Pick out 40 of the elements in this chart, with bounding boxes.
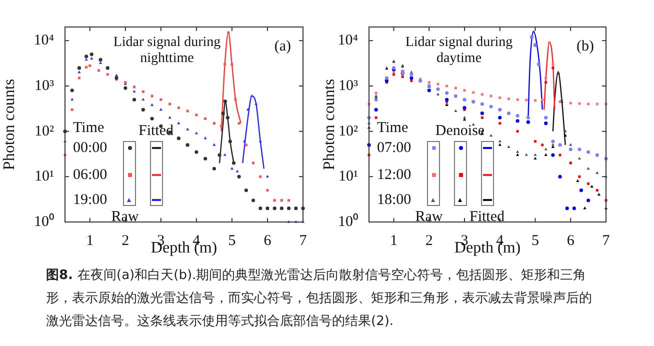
legend-title: Time <box>377 120 408 136</box>
y-axis-title: Photon counts <box>320 78 338 170</box>
y-tick-label: 10⁰ <box>338 212 358 230</box>
x-tick-label: 6 <box>264 232 272 249</box>
y-tick-label: 10³ <box>338 78 358 94</box>
x-tick-label: 1 <box>86 232 94 249</box>
x-tick-label: 7 <box>602 232 610 249</box>
x-tick-label: 6 <box>566 232 575 249</box>
annotation: Fitted <box>468 209 506 225</box>
y-tick-label: 10⁰ <box>34 212 54 230</box>
x-tick-label: 2 <box>425 232 433 249</box>
y-tick-label: 10² <box>338 123 358 140</box>
y-tick-label: 10¹ <box>34 168 54 185</box>
x-tick-label: 5 <box>228 232 236 249</box>
legend-label: 00:00 <box>73 140 108 156</box>
x-tick-label: 2 <box>122 232 130 249</box>
x-tick-label: 7 <box>299 232 308 249</box>
annotation: (b) <box>576 38 594 54</box>
legend-label: 19:00 <box>73 192 108 208</box>
y-tick-label: 10² <box>34 123 54 140</box>
x-tick-label: 1 <box>390 232 398 249</box>
annotation: Raw <box>110 209 140 225</box>
text: Lidar signal during nighttime <box>112 35 222 67</box>
legend-label: 06:00 <box>73 167 108 183</box>
y-tick-label: 10⁴ <box>34 32 54 49</box>
y-tick-label: 10³ <box>34 78 54 94</box>
legend-label: 12:00 <box>377 167 412 183</box>
legend-title: Time <box>73 120 104 136</box>
annotation: Raw <box>414 209 444 225</box>
annotation: Denoise <box>434 123 486 139</box>
x-tick-label: 5 <box>532 232 540 249</box>
text: Lidar signal during daytime <box>404 35 514 67</box>
annotation: Fitted <box>137 123 174 139</box>
y-tick-label: 10¹ <box>338 168 358 185</box>
annotation: (a) <box>274 38 291 54</box>
legend-label: 07:00 <box>377 140 412 156</box>
legend-label: 18:00 <box>377 192 412 208</box>
y-tick-label: 10⁴ <box>338 32 358 49</box>
caption: 图8. 在夜间(a)和白天(b).期间的典型激光雷达后向散射信号空心符号，包括圆形、矩形和三角形，表示原始的激光雷达信号，而实心符号，包括圆形、矩形和三角形，表示减去背景噪声后的激光雷达信号。这条线表示使用等式拟合底部信号的结果(2). <box>46 267 593 331</box>
y-axis-title: Photon counts <box>0 78 18 170</box>
